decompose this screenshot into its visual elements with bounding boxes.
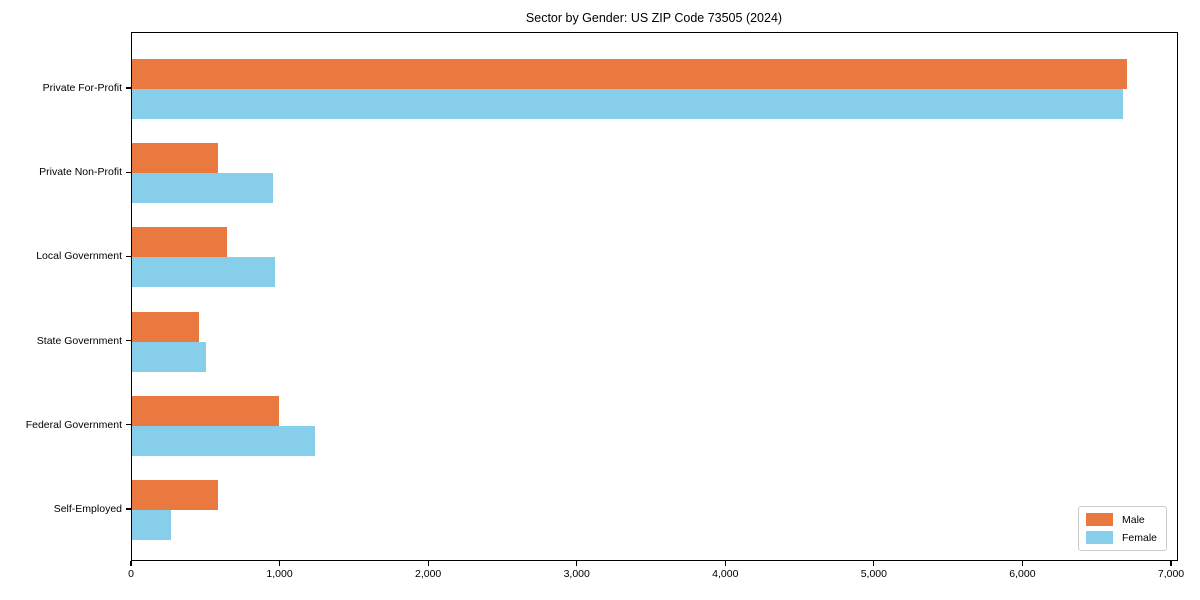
y-axis-label-local-government: Local Government [36,250,122,263]
x-axis-label-5000: 5,000 [860,568,887,580]
bar-male-private-non-profit [132,143,219,174]
chart-title: Sector by Gender: US ZIP Code 73505 (202… [525,11,783,25]
x-axis-label-0: 0 [128,568,134,580]
y-tick-private-for-profit [126,87,131,89]
x-tick-7000 [1170,561,1172,566]
bar-female-local-government [132,257,275,288]
x-axis-label-2000: 2,000 [415,568,442,580]
y-axis-label-self-employed: Self-Employed [53,503,122,515]
y-tick-local-government [126,255,131,257]
bar-female-self-employed [132,510,171,540]
x-tick-1000 [278,561,281,566]
legend-swatch-female-icon [1085,531,1113,544]
x-axis-label-1000: 1,000 [266,568,293,580]
x-tick-2000 [427,561,429,566]
bar-female-private-non-profit [132,173,274,204]
bar-male-federal-government [132,395,280,426]
legend-item-male: Male [1085,513,1157,526]
y-axis-label-federal-government: Federal Government [25,418,122,431]
x-tick-0 [130,561,132,566]
bar-male-private-for-profit [132,59,1128,89]
x-tick-4000 [724,561,726,566]
x-tick-6000 [1021,561,1024,566]
y-tick-self-employed [126,508,131,510]
bar-male-local-government [132,227,228,258]
bar-male-state-government [132,311,199,342]
x-axis-label-4000: 4,000 [712,568,739,580]
x-axis-label-7000: 7,000 [1157,568,1185,580]
legend-label-male: Male [1121,513,1145,526]
legend: Male Female [1077,506,1167,551]
legend-label-female: Female [1121,531,1157,544]
y-axis-label-state-government: State Government [36,334,122,347]
y-axis-label-private-for-profit: Private For-Profit [42,82,122,94]
bar-female-federal-government [132,425,315,456]
y-tick-federal-government [126,424,131,426]
x-tick-5000 [873,561,875,566]
plot-area: Male Female [131,32,1178,561]
bar-female-private-for-profit [132,89,1123,119]
y-tick-state-government [126,340,131,342]
bar-female-state-government [132,341,207,372]
bar-male-self-employed [132,480,219,510]
y-tick-private-non-profit [126,171,131,173]
y-axis-label-private-non-profit: Private Non-Profit [39,166,122,179]
x-axis-label-6000: 6,000 [1009,568,1036,580]
x-axis-label-3000: 3,000 [563,568,590,580]
legend-item-female: Female [1085,531,1157,544]
x-tick-3000 [576,561,578,566]
legend-swatch-male-icon [1085,513,1113,526]
